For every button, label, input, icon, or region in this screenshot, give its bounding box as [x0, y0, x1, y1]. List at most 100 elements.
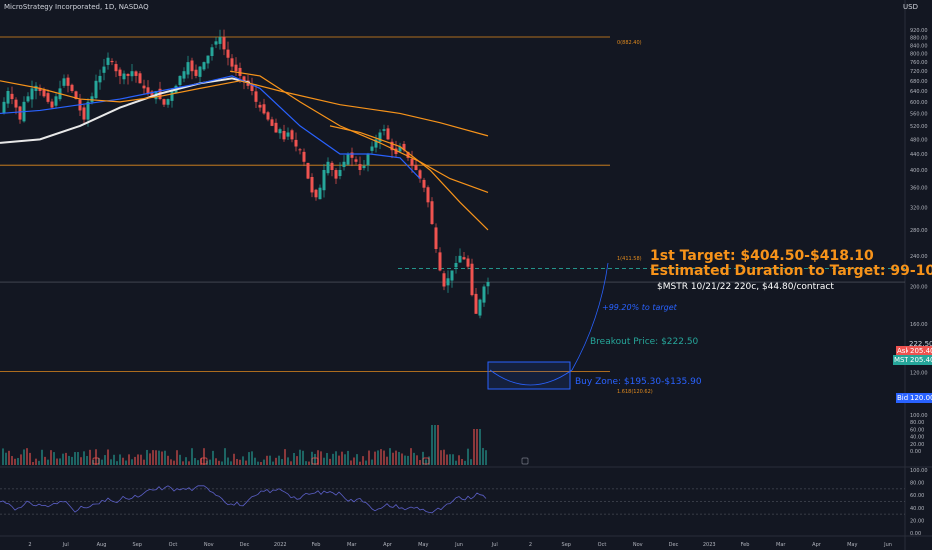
volume-bar [398, 451, 400, 465]
volume-bar [221, 461, 223, 465]
candle-body [470, 263, 474, 296]
candle-body [450, 270, 454, 281]
candle-body [238, 67, 242, 76]
fib-0-label: 0(882.40) [617, 40, 642, 46]
candle-body [182, 71, 186, 79]
volume-bar [287, 457, 289, 465]
volume-tick-label: 80.00 [910, 420, 924, 426]
candle-body [130, 71, 134, 77]
price-tag-bid-label: Bid [896, 393, 910, 403]
candle-body [306, 162, 310, 179]
volume-bar [341, 451, 343, 465]
candle-body [426, 187, 430, 203]
candle-body [390, 141, 394, 151]
volume-bar [410, 448, 412, 465]
price-tick-label: 760.00 [910, 60, 928, 66]
candle-body [346, 153, 350, 165]
candle-body [86, 101, 90, 120]
time-tick-label: Mar [776, 542, 786, 548]
volume-bar [404, 455, 406, 465]
volume-bar [374, 451, 376, 465]
moving-average-orange [229, 70, 489, 194]
volume-bar [143, 459, 145, 465]
candle-body [378, 132, 382, 142]
volume-bar [125, 460, 127, 465]
volume-bar [389, 448, 391, 465]
levels [0, 36, 905, 372]
volume-bar [77, 452, 79, 465]
volume-bar [257, 461, 259, 465]
volume-bar [266, 455, 268, 465]
volume-bar [275, 457, 277, 465]
candle-body [350, 152, 354, 158]
time-tick-label: May [418, 542, 428, 548]
buy-zone-box [487, 361, 571, 390]
time-tick-label: Apr [383, 542, 393, 548]
candle-body [274, 122, 278, 133]
volume-bar [11, 456, 13, 465]
earnings-marker [422, 457, 430, 465]
time-tick-label: 2023 [703, 542, 716, 548]
price-tick-label: 480.00 [910, 137, 928, 143]
volume-bar [140, 454, 142, 465]
candle-body [102, 66, 106, 73]
candle-body [374, 139, 378, 148]
volume-bar [170, 459, 172, 465]
volume-bar [353, 457, 355, 465]
target-line-2: Estimated Duration to Target: 99-103d [650, 263, 932, 279]
volume-bar [71, 456, 73, 465]
volume-bar [83, 451, 85, 465]
price-tag-bid: 120.00 [908, 393, 932, 403]
volume-bar [209, 459, 211, 465]
candle-body [402, 143, 406, 151]
candle-body [254, 91, 258, 102]
volume-bar [122, 457, 124, 465]
rsi-tick-label: 40.00 [910, 506, 924, 512]
volume-bar [449, 454, 451, 465]
candle-body [178, 75, 182, 85]
volume-bar [164, 450, 166, 465]
candle-body [230, 58, 234, 67]
volume-bar [314, 453, 316, 465]
volume-bar [47, 459, 49, 465]
volume-bar [443, 449, 445, 465]
volume-bar [482, 447, 484, 465]
volume-bar [41, 449, 43, 465]
volume-bar [230, 461, 232, 465]
price-tick-label: 440.00 [910, 152, 928, 158]
volume-bar [344, 454, 346, 465]
volume-bar [467, 448, 469, 465]
time-tick-label: 2 [28, 542, 31, 548]
candle-body [62, 78, 66, 86]
candle-body [138, 73, 142, 84]
volume-bar [116, 461, 118, 465]
price-tick-label: 560.00 [910, 111, 928, 117]
volume-bar [5, 452, 7, 465]
time-tick-label: Jun [454, 542, 463, 548]
volume-tick-label: 40.00 [910, 435, 924, 441]
projection-path [489, 262, 609, 386]
earnings-markers [92, 457, 529, 465]
candle-body [422, 179, 426, 188]
candle-body [370, 146, 374, 151]
candle-body [386, 128, 390, 140]
rsi-tick-label: 80.00 [910, 481, 924, 487]
candle-body [270, 119, 274, 126]
candle-body [226, 49, 230, 58]
volume-bar [278, 455, 280, 465]
volume-bar [149, 453, 151, 465]
volume-bar [377, 450, 379, 465]
rsi-tick-label: 100.00 [910, 468, 928, 474]
candle-body [278, 129, 282, 134]
volume-bar [335, 451, 337, 465]
candle-body [482, 286, 486, 303]
earnings-marker [92, 457, 100, 465]
candle-body [310, 176, 314, 193]
time-tick-label: Feb [312, 542, 321, 548]
volume-bar [251, 451, 253, 465]
volume-bar [431, 425, 433, 465]
volume-bar [485, 450, 487, 465]
candle-body [38, 87, 42, 91]
